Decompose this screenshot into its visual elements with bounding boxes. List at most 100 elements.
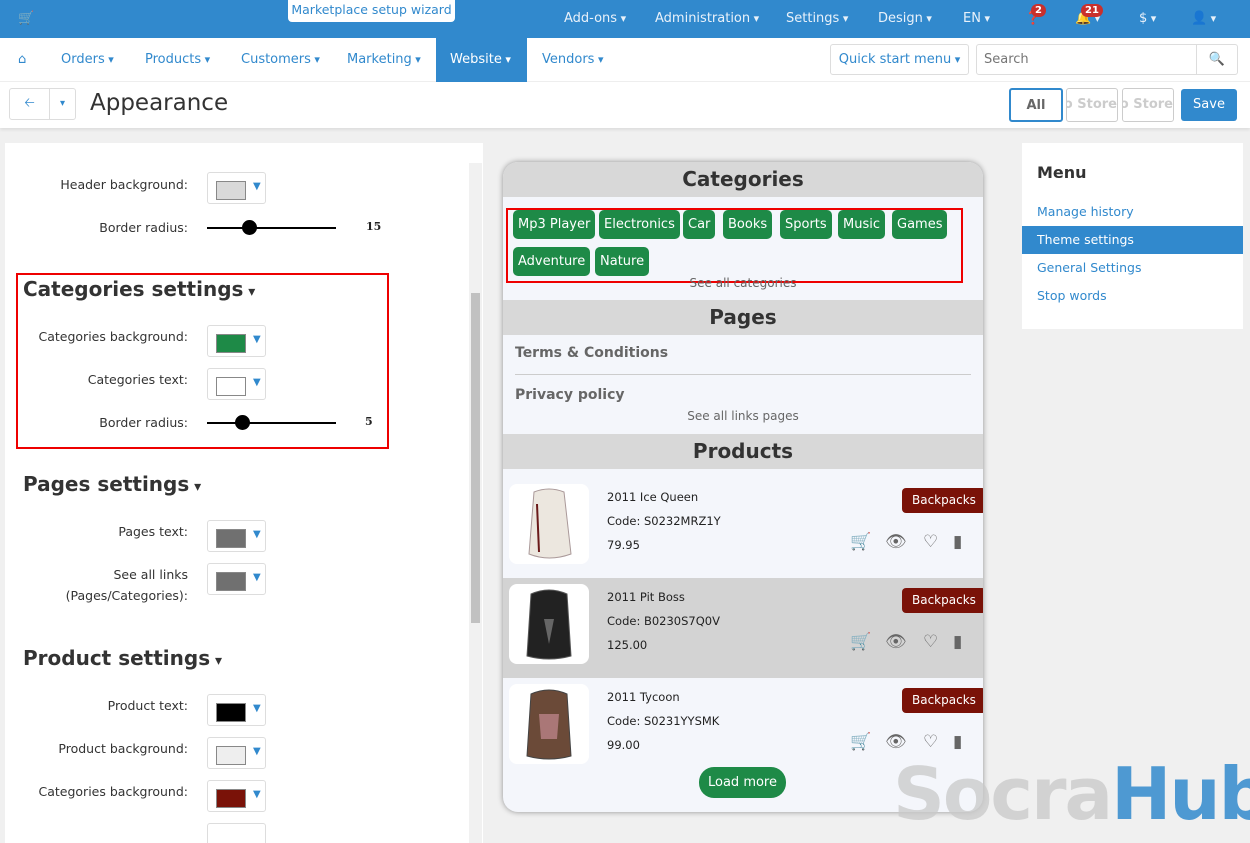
heart-icon[interactable]: ♡: [923, 732, 939, 752]
menu-design[interactable]: Design: [878, 11, 932, 26]
menu-item-general-settings[interactable]: General Settings: [1037, 260, 1142, 275]
categories-text-picker[interactable]: ▼: [207, 368, 266, 400]
theme-preview: Categories Mp3 Player Electronics Car Bo…: [503, 162, 983, 812]
category-chip[interactable]: Nature: [595, 247, 650, 276]
menu-settings[interactable]: Settings: [786, 11, 848, 26]
see-all-links-picker[interactable]: ▼: [207, 563, 266, 595]
product-price: 99.00: [607, 738, 640, 752]
product-name[interactable]: 2011 Ice Queen: [607, 490, 699, 504]
compare-icon[interactable]: ▮: [953, 632, 963, 652]
nav-vendors[interactable]: Vendors: [542, 38, 603, 82]
see-all-pages-link[interactable]: See all links pages: [687, 409, 799, 423]
nav-products[interactable]: Products: [145, 38, 210, 82]
search-icon[interactable]: 🔍: [1196, 45, 1237, 74]
pages-settings-heading[interactable]: Pages settings: [23, 472, 201, 496]
heart-icon[interactable]: ♡: [923, 532, 939, 552]
store-button[interactable]: Demo Store: [1066, 88, 1118, 122]
compare-icon[interactable]: ▮: [953, 732, 963, 752]
eye-icon[interactable]: 👁: [885, 632, 907, 652]
watermark-logo: SocraHub: [893, 752, 1250, 836]
header-radius-slider[interactable]: [207, 220, 336, 235]
product-text-picker[interactable]: ▼: [207, 694, 266, 726]
categories-radius-slider[interactable]: [207, 415, 336, 430]
category-chip[interactable]: Car: [683, 210, 716, 239]
color-picker[interactable]: [207, 823, 266, 843]
slider-thumb[interactable]: [235, 415, 250, 430]
chevron-down-icon[interactable]: ▾: [59, 98, 66, 109]
bell-icon[interactable]: 🔔 21: [1075, 4, 1103, 26]
menu-language[interactable]: EN: [963, 11, 990, 26]
page-link[interactable]: Terms & Conditions: [515, 345, 669, 361]
product-image[interactable]: [509, 484, 589, 564]
color-swatch: [216, 746, 246, 765]
pages-text-label: Pages text:: [118, 524, 188, 539]
home-icon[interactable]: ⌂: [18, 52, 27, 67]
help-icon[interactable]: ❓ 2: [1025, 4, 1046, 26]
cart-icon[interactable]: 🛒: [18, 11, 35, 26]
menu-item-stop-words[interactable]: Stop words: [1037, 288, 1107, 303]
eye-icon[interactable]: 👁: [885, 732, 907, 752]
product-code: Code: S0231YYSMK: [607, 714, 720, 728]
product-price: 79.95: [607, 538, 640, 552]
scrollbar-thumb[interactable]: [471, 293, 480, 623]
nav-website[interactable]: Website: [436, 38, 527, 82]
chevron-down-icon: ▼: [253, 572, 261, 583]
product-background-label: Product background:: [58, 741, 188, 756]
menu-addons[interactable]: Add-ons: [564, 11, 626, 26]
cart-icon[interactable]: 🛒: [850, 732, 872, 752]
cart-icon[interactable]: 🛒: [850, 532, 872, 552]
menu-currency[interactable]: $: [1139, 11, 1156, 26]
quick-start-menu[interactable]: Quick start menu: [830, 44, 969, 75]
top-bar: 🛒 Marketplace setup wizard Add-ons Admin…: [0, 0, 1250, 38]
category-chip[interactable]: Sports: [780, 210, 832, 239]
category-chip[interactable]: Music: [838, 210, 885, 239]
category-chip[interactable]: Adventure: [513, 247, 591, 276]
product-name[interactable]: 2011 Tycoon: [607, 690, 680, 704]
categories-background-picker[interactable]: ▼: [207, 325, 266, 357]
nav-customers[interactable]: Customers: [241, 38, 320, 82]
save-button[interactable]: Save: [1181, 89, 1237, 121]
product-name[interactable]: 2011 Pit Boss: [607, 590, 685, 604]
menu-item-theme-settings[interactable]: Theme settings: [1022, 226, 1243, 254]
user-icon[interactable]: 👤: [1191, 11, 1216, 26]
back-arrow-icon[interactable]: 🡠: [10, 89, 50, 119]
product-category-badge: Backpacks: [902, 688, 983, 713]
product-categories-background-picker[interactable]: ▼: [207, 780, 266, 812]
marketplace-wizard-button[interactable]: Marketplace setup wizard: [288, 0, 455, 22]
color-swatch: [216, 181, 246, 200]
store-all-button[interactable]: All: [1009, 88, 1063, 122]
chevron-down-icon: ▼: [253, 334, 261, 345]
product-image[interactable]: [509, 684, 589, 764]
product-image[interactable]: [509, 584, 589, 664]
scrollbar[interactable]: [469, 163, 482, 843]
category-chip[interactable]: Mp3 Player: [513, 210, 596, 239]
see-all-links-label: See all links (Pages/Categories):: [65, 567, 188, 603]
category-chip[interactable]: Books: [723, 210, 773, 239]
chevron-down-icon: ▼: [253, 789, 261, 800]
nav-orders[interactable]: Orders: [61, 38, 114, 82]
cart-icon[interactable]: 🛒: [850, 632, 872, 652]
compare-icon[interactable]: ▮: [953, 532, 963, 552]
category-chip[interactable]: Games: [892, 210, 948, 239]
main-nav: ⌂ Orders Products Customers Marketing We…: [0, 38, 1250, 82]
load-more-button[interactable]: Load more: [699, 767, 786, 798]
see-all-categories-link[interactable]: See all categories: [689, 276, 797, 290]
header-background-label: Header background:: [60, 177, 188, 192]
product-settings-heading[interactable]: Product settings: [23, 646, 222, 670]
category-chip[interactable]: Electronics: [599, 210, 680, 239]
eye-icon[interactable]: 👁: [885, 532, 907, 552]
heart-icon[interactable]: ♡: [923, 632, 939, 652]
product-code: Code: S0232MRZ1Y: [607, 514, 721, 528]
color-swatch: [216, 572, 246, 591]
product-background-picker[interactable]: ▼: [207, 737, 266, 769]
menu-administration[interactable]: Administration: [655, 11, 759, 26]
slider-thumb[interactable]: [242, 220, 257, 235]
search-input[interactable]: [977, 45, 1197, 74]
categories-settings-heading[interactable]: Categories settings: [23, 277, 255, 301]
store-button[interactable]: Demo Store: [1122, 88, 1174, 122]
menu-item-manage-history[interactable]: Manage history: [1037, 204, 1134, 219]
page-link[interactable]: Privacy policy: [515, 387, 625, 403]
nav-marketing[interactable]: Marketing: [347, 38, 421, 82]
header-background-picker[interactable]: ▼: [207, 172, 266, 204]
pages-text-picker[interactable]: ▼: [207, 520, 266, 552]
